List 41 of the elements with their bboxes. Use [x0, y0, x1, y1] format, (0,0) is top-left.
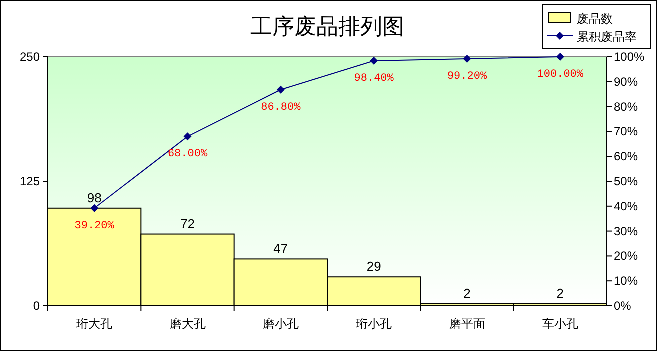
data-label: 98	[87, 190, 102, 206]
data-label: 98.40%	[354, 72, 394, 85]
data-label: 2	[556, 286, 564, 302]
y2-tick-label: 100%	[614, 50, 646, 64]
y2-tick-label: 60%	[614, 150, 638, 164]
point	[90, 204, 99, 212]
y2-tick-label: 40%	[614, 199, 638, 214]
y2-tick-label: 30%	[614, 224, 638, 238]
data-label: 47	[274, 241, 288, 256]
legend-label: 累积废品率	[577, 30, 637, 44]
data-label: 100.00%	[537, 69, 584, 81]
point	[184, 132, 192, 141]
y-tick-label: 125	[20, 174, 40, 188]
x-tick-label: 珩小孔	[356, 317, 392, 331]
data-label: 72	[180, 216, 195, 232]
y2-tick-label: 0%	[614, 299, 632, 313]
x-tick-label: 珩大孔	[76, 317, 113, 331]
data-label: 68.00%	[168, 148, 208, 161]
data-label: 39.20%	[74, 220, 115, 232]
y-tick-label: 250	[20, 50, 40, 64]
legend-label: 废品数	[577, 12, 613, 26]
y2-tick-label: 80%	[614, 100, 638, 114]
y2-tick-label: 20%	[614, 249, 638, 264]
y2-tick-label: 90%	[614, 74, 638, 89]
x-tick-label: 车小孔	[542, 317, 578, 331]
y2-tick-label: 50%	[614, 174, 638, 188]
point	[276, 86, 285, 94]
y2-tick-label: 70%	[614, 124, 638, 139]
y2-tick-label: 10%	[614, 274, 638, 288]
point	[556, 53, 564, 61]
data-label: 86.80%	[261, 102, 302, 114]
x-tick-label: 磨小孔	[262, 317, 299, 331]
data-label: 29	[366, 259, 382, 274]
point	[463, 54, 472, 63]
chart-title: 工序废品排列图	[250, 15, 404, 40]
y-tick-label: 0	[33, 299, 40, 313]
x-tick-label: 磨大孔	[170, 317, 206, 331]
data-label: 2	[464, 286, 471, 302]
x-tick-label: 磨平面	[449, 317, 486, 331]
data-label: 99.20%	[447, 70, 488, 83]
point	[370, 56, 378, 65]
